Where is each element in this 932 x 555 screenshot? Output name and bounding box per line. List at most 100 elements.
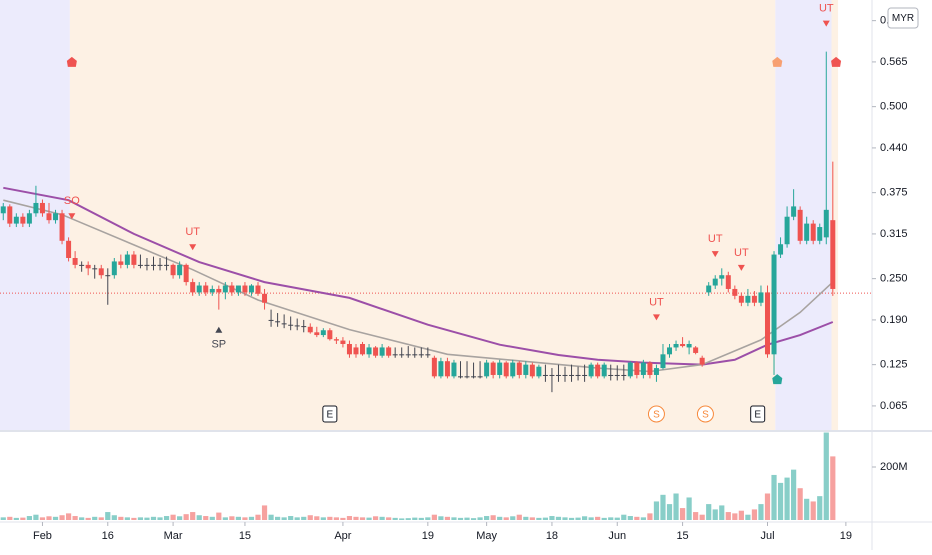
candle-body [255,285,261,294]
volume-bar [386,517,392,520]
candle-body [549,374,555,376]
volume-bar [163,516,170,520]
volume-bar [451,517,457,520]
candle-body [157,264,163,266]
signal-label: UT [185,226,200,238]
volume-bar [679,508,686,520]
volume-bar [105,512,111,520]
candle-body [190,282,196,293]
candle-body [177,264,183,276]
signal-arrow [711,251,719,258]
volume-bar [484,516,490,520]
event-badge [647,405,665,423]
candle-body [725,275,731,289]
volume-bar [242,517,248,520]
volume-bar [777,482,784,520]
candle-body [575,374,581,376]
candle-body [92,268,98,270]
y-tick-label: 0.250 [880,273,908,285]
x-tick-label: 18 [546,530,558,542]
volume-bar [33,514,39,520]
signal-arrow [68,213,76,220]
candle-body [569,374,575,376]
pentagon-marker [772,374,783,385]
candle-body [555,374,561,376]
volume-bar [608,517,614,520]
volume-bar [725,512,731,520]
candle-body [183,264,189,283]
candle-body [399,354,405,356]
volume-bar [503,517,509,520]
volume-bar [144,517,150,520]
volume-bar [314,516,320,520]
event-label: E [754,410,761,421]
signal-arrow [737,264,745,271]
candle-body [699,357,705,365]
volume-bar [65,513,72,520]
candle-body [771,254,777,355]
candle-body [373,347,379,356]
candle-body [170,264,176,276]
candle-body [693,347,699,353]
volume-bar [196,515,202,520]
signal-label: SO [64,195,80,207]
volume-bar [830,456,836,520]
volume-bar [131,517,137,520]
volume-bar [235,516,242,520]
volume-bar [791,469,797,520]
session-region [69,0,776,430]
volume-bar [568,517,575,520]
volume-bar [686,497,692,520]
volume-bar [510,516,516,520]
candle-body [379,347,385,356]
y-tick-label: 0.565 [880,56,908,68]
volume-bar [177,516,183,520]
candle-body [268,319,274,321]
volume-bar [288,516,294,520]
volume-bar [523,516,529,520]
y-tick-label: 0.065 [880,400,908,412]
volume-bar [666,504,673,520]
volume-bar [470,518,477,520]
candle-body [680,344,686,347]
candle-body [497,362,503,375]
candle-body [425,354,431,356]
event-label: S [702,410,709,421]
volume-bar [614,517,620,520]
volume-bar [660,494,666,520]
volume-bar [581,516,588,520]
volume-bar [804,498,810,520]
candle-body [196,285,202,293]
volume-bar [268,514,274,520]
signal-arrow [652,314,660,321]
candle-body [614,374,620,376]
volume-bar [111,515,117,520]
volume-bar [216,512,222,520]
volume-bar [693,512,699,520]
x-tick-label: Feb [33,530,52,542]
candle-body [294,325,300,327]
candle-body [719,275,725,279]
moving-average [3,199,834,373]
volume-bar [412,517,418,520]
candle-body [235,285,241,293]
candle-body [13,216,19,224]
volume-bar [255,514,261,520]
volume-bar [118,516,124,520]
candle-body [360,344,366,355]
candle-body [275,321,281,323]
candle-body [778,244,784,255]
candle-body [477,376,483,378]
volume-bar [52,516,59,520]
volume-bar [46,516,52,520]
volume-bar [26,516,32,520]
candle-body [706,285,712,293]
pentagon-marker [772,56,783,67]
session-region [831,0,839,430]
candle-body [320,330,326,336]
volume-bar [301,516,307,520]
signal-arrow [189,244,197,251]
candle-body [516,362,522,375]
volume-bar [170,514,176,520]
volume-bar [647,513,653,520]
